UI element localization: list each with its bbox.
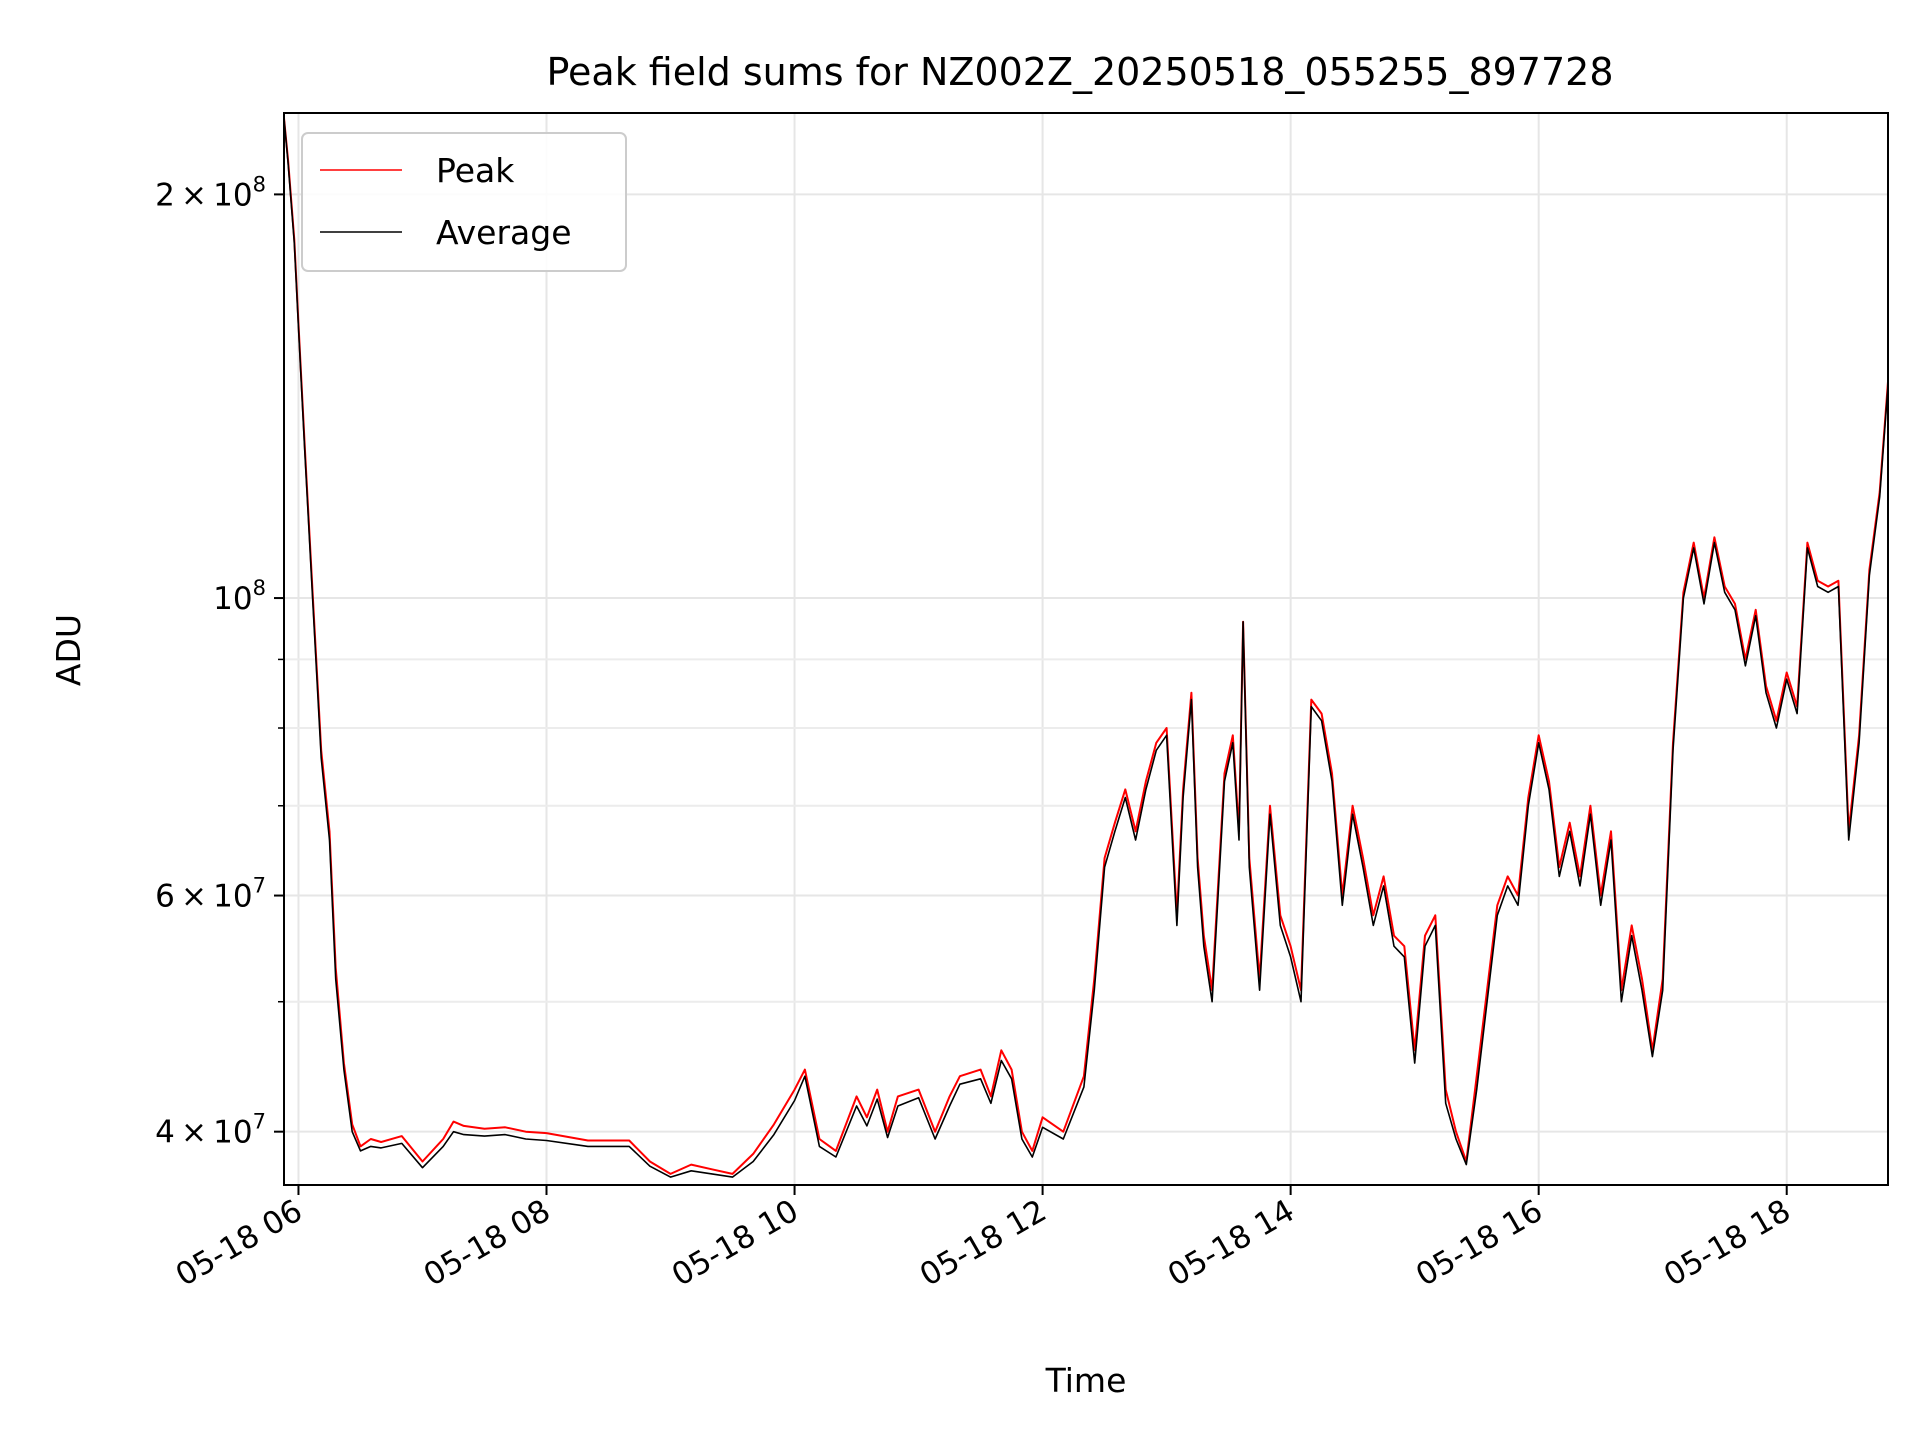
legend-label-average: Average bbox=[436, 213, 572, 252]
y-tick-label: 108 bbox=[213, 576, 266, 617]
plot-frame bbox=[283, 112, 1889, 1186]
y-tick-label: 2 × 108 bbox=[155, 172, 266, 213]
grid bbox=[284, 113, 1888, 1185]
chart-title: Peak field sums for NZ002Z_20250518_0552… bbox=[546, 50, 1613, 94]
series-line-peak bbox=[283, 118, 1889, 1175]
legend: Peak Average bbox=[301, 132, 627, 272]
legend-box bbox=[301, 132, 627, 272]
x-axis-label: Time bbox=[1045, 1361, 1127, 1400]
series-lines bbox=[283, 118, 1889, 1178]
y-tick-label: 4 × 107 bbox=[155, 1110, 266, 1151]
y-tick-label: 6 × 107 bbox=[155, 874, 266, 915]
legend-label-peak: Peak bbox=[436, 151, 515, 190]
y-axis: 4 × 107 6 × 107 108 2 × 108 bbox=[155, 172, 284, 1151]
y-axis-label: ADU bbox=[49, 614, 88, 686]
series-line-average bbox=[283, 118, 1889, 1178]
